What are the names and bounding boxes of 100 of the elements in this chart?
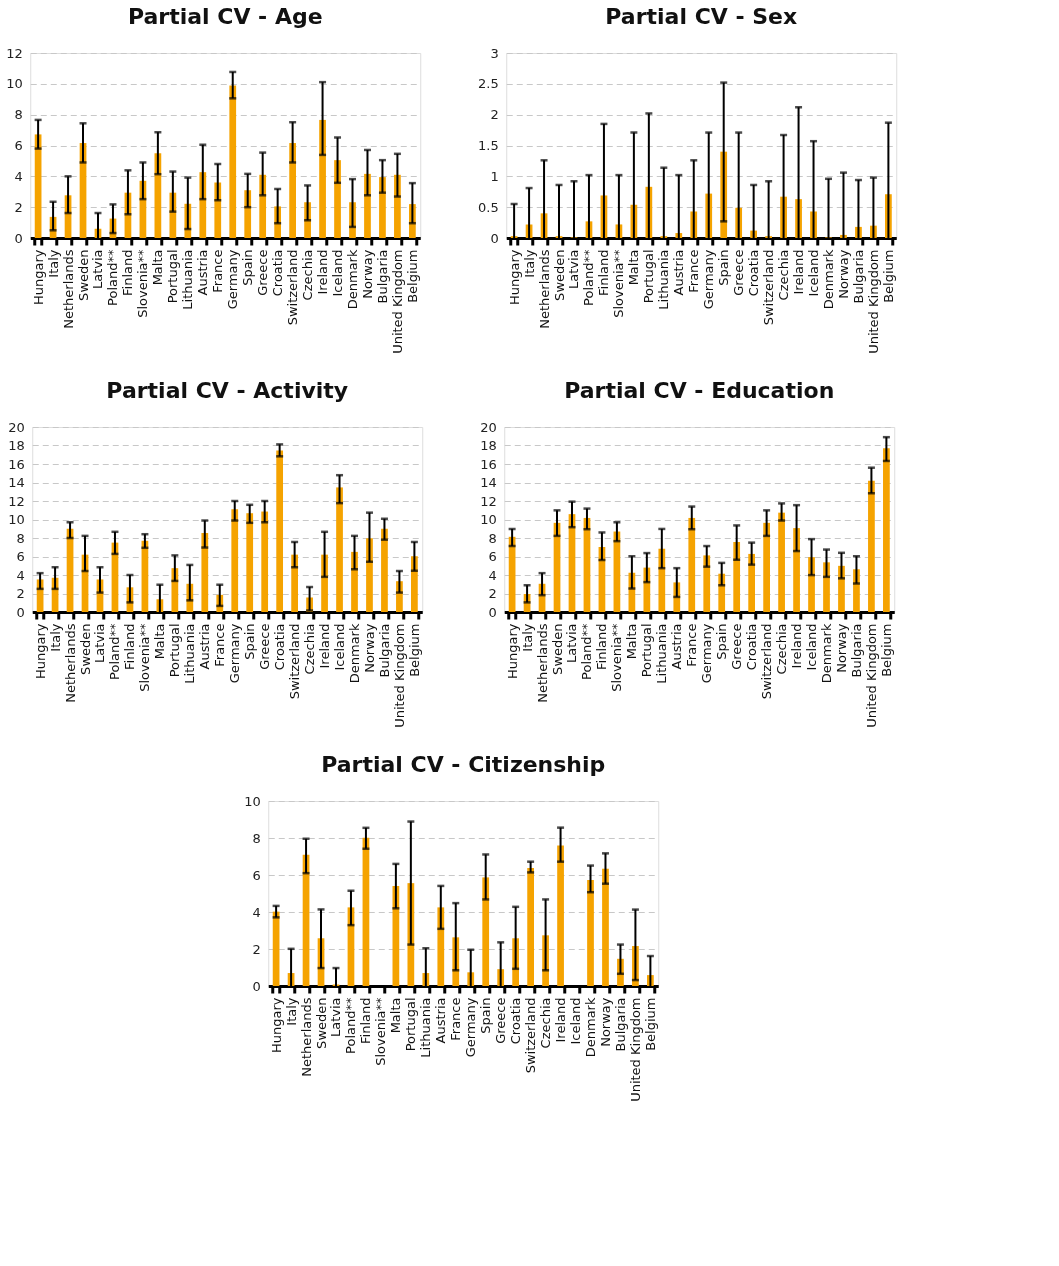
y-tick-label: 0: [16, 604, 25, 620]
y-tick-label: 0: [488, 604, 497, 620]
x-tick-label: Spain: [240, 249, 256, 286]
chart-title: Partial CV - Activity: [106, 378, 349, 403]
x-tick-label: Croatia: [744, 623, 760, 671]
x-tick-label: Italy: [283, 997, 299, 1026]
x-tick-label: Finland: [122, 623, 138, 670]
y-tick-label: 18: [480, 438, 497, 453]
x-tick-label: France: [686, 249, 702, 293]
x-tick-label: Croatia: [272, 623, 288, 671]
x-tick-label: Norway: [361, 623, 377, 673]
bar: [527, 867, 534, 986]
x-tick-label: Iceland: [332, 623, 348, 671]
x-tick-label: Denmark: [347, 623, 363, 684]
x-tick-label: Lithuania: [418, 997, 434, 1058]
x-tick-label: Germany: [227, 623, 243, 684]
x-tick-label: Lithuania: [180, 249, 196, 310]
x-tick-label: Germany: [463, 997, 479, 1058]
x-tick-label: Sweden: [313, 997, 329, 1049]
x-tick-label: Belgium: [404, 249, 420, 303]
x-tick-label: Italy: [521, 249, 537, 278]
x-tick-label: Hungary: [268, 997, 284, 1054]
x-tick-label: Ireland: [791, 249, 807, 295]
y-tick-label: 12: [6, 45, 23, 61]
bar: [602, 868, 609, 986]
y-tick-label: 1: [490, 168, 499, 184]
x-tick-label: Poland**: [343, 997, 359, 1054]
x-tick-label: Slovenia**: [609, 623, 625, 692]
x-tick-label: Italy: [47, 623, 63, 652]
x-tick-label: United Kingdom: [865, 249, 881, 354]
chart-title: Partial CV - Sex: [605, 4, 798, 29]
x-tick-label: Malta: [626, 249, 642, 286]
x-tick-label: Lithuania: [656, 249, 672, 310]
y-tick-label: 2: [490, 107, 499, 123]
bar: [868, 480, 875, 612]
y-tick-label: 18: [8, 438, 25, 453]
x-tick-label: Poland**: [105, 249, 121, 306]
x-tick-label: France: [684, 623, 700, 667]
x-tick-label: United Kingdom: [391, 623, 407, 728]
x-tick-label: Malta: [388, 997, 404, 1034]
x-tick-label: Czechia: [302, 623, 318, 675]
y-tick-label: 6: [16, 549, 25, 564]
bar: [201, 533, 209, 612]
x-tick-label: Spain: [716, 249, 732, 286]
x-tick-label: Croatia: [508, 997, 524, 1045]
x-tick-label: Germany: [699, 623, 715, 684]
x-tick-label: Netherlands: [62, 623, 78, 703]
x-tick-label: Norway: [835, 249, 851, 299]
x-tick-label: Austria: [197, 623, 213, 670]
x-tick-label: Malta: [152, 623, 168, 660]
x-tick-label: United Kingdom: [389, 249, 405, 354]
y-tick-label: 1.5: [478, 138, 499, 153]
y-tick-label: 3: [490, 45, 499, 61]
x-tick-label: Finland: [358, 997, 374, 1044]
y-tick-label: 16: [8, 456, 25, 472]
x-tick-label: Greece: [729, 623, 745, 670]
x-tick-label: Slovenia**: [135, 249, 151, 318]
x-tick-label: Denmark: [583, 997, 599, 1058]
x-tick-label: Norway: [597, 997, 613, 1047]
x-tick-label: Czechia: [300, 249, 316, 301]
x-tick-label: Iceland: [804, 623, 820, 671]
x-tick-label: Germany: [701, 249, 717, 310]
bar: [557, 845, 564, 986]
x-tick-label: Sweden: [549, 623, 565, 675]
x-tick-label: Belgium: [878, 623, 894, 677]
x-tick-label: Malta: [624, 623, 640, 660]
y-tick-label: 8: [252, 830, 261, 846]
y-tick-label: 4: [14, 168, 23, 184]
x-tick-label: Denmark: [819, 623, 835, 684]
x-tick-label: Belgium: [406, 623, 422, 677]
x-tick-label: Denmark: [345, 249, 361, 310]
bar: [289, 143, 296, 238]
y-tick-label: 2: [16, 586, 25, 601]
x-tick-label: France: [210, 249, 226, 293]
x-tick-label: Latvia: [92, 623, 108, 664]
x-tick-label: Austria: [669, 623, 685, 670]
x-tick-label: Sweden: [75, 249, 91, 301]
y-tick-label: 0: [490, 230, 499, 246]
y-tick-label: 10: [480, 512, 497, 527]
x-tick-label: Portugal: [639, 623, 655, 678]
y-tick-label: 0: [252, 978, 261, 994]
y-tick-label: 2.5: [478, 76, 499, 92]
chart-title: Partial CV - Citizenship: [321, 752, 606, 777]
bar: [748, 553, 756, 612]
bar: [381, 528, 388, 612]
x-tick-label: Austria: [433, 997, 449, 1044]
x-tick-label: Slovenia**: [611, 249, 627, 318]
chart-title: Partial CV - Education: [564, 378, 835, 403]
x-tick-label: Ireland: [789, 623, 805, 669]
x-tick-label: France: [212, 623, 228, 667]
x-tick-label: Denmark: [821, 249, 837, 310]
bar: [246, 513, 254, 612]
x-tick-label: Portugal: [403, 997, 419, 1052]
x-tick-label: Croatia: [270, 249, 286, 297]
x-tick-label: Finland: [594, 623, 610, 670]
x-tick-label: Czechia: [774, 623, 790, 675]
y-tick-label: 10: [6, 76, 23, 92]
y-tick-label: 10: [244, 793, 261, 809]
bar: [231, 509, 239, 612]
x-tick-label: Greece: [493, 997, 509, 1044]
